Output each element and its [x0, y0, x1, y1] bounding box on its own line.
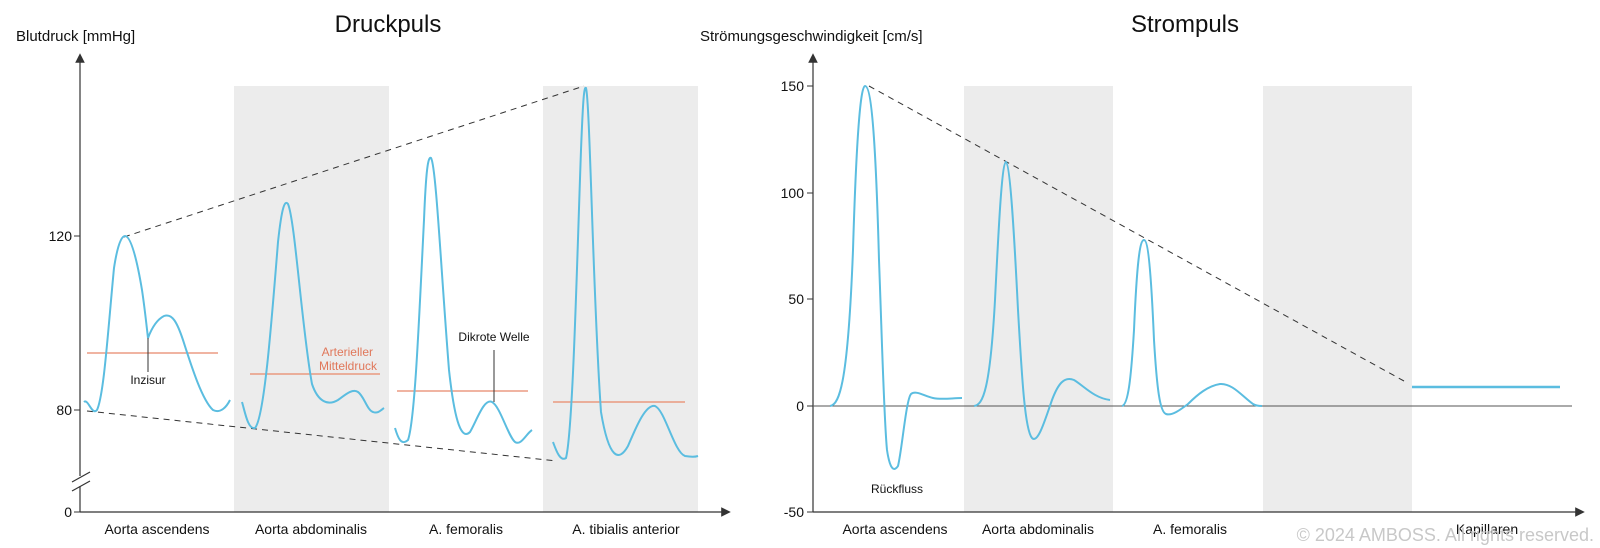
druckpuls-title: Druckpuls [335, 11, 442, 38]
pressure-wave-femoralis [394, 156, 533, 444]
left-category-tibialis-anterior: A. tibialis anterior [572, 521, 680, 537]
strompuls-title: Strompuls [1131, 11, 1239, 38]
band-aorta-abdominalis [234, 86, 389, 512]
left-category-aorta-abdominalis: Aorta abdominalis [255, 521, 367, 537]
tick-label-80: 80 [56, 402, 72, 418]
druckpuls-panel: Druckpuls Blutdruck [mmHg] 120 80 0 Inzi… [16, 11, 731, 537]
tick-label-0-right: 0 [796, 398, 804, 414]
stroemung-axis-title: Strömungsgeschwindigkeit [cm/s] [700, 28, 923, 45]
tick-label-50: 50 [788, 291, 804, 307]
left-category-aorta-ascendens: Aorta ascendens [104, 521, 209, 537]
right-category-aorta-abdominalis: Aorta abdominalis [982, 521, 1094, 537]
pressure-wave-aorta-ascendens [83, 234, 231, 413]
mitteldruck-label-line1: Arterieller [322, 345, 373, 359]
rueckfluss-label: Rückfluss [871, 482, 923, 496]
right-category-kapillaren: Kapillaren [1456, 521, 1518, 537]
dikrote-welle-label: Dikrote Welle [458, 330, 529, 344]
axis-break-mark-2 [71, 480, 91, 492]
flow-wave-femoralis [1121, 238, 1263, 416]
left-category-femoralis: A. femoralis [429, 521, 503, 537]
mitteldruck-label-line2: Mitteldruck [319, 359, 378, 373]
systolic-envelope-line [123, 85, 585, 238]
band-aorta-abdominalis-right [964, 86, 1113, 512]
copyright-notice: © 2024 AMBOSS. All rights reserved. [1297, 525, 1594, 545]
right-category-femoralis: A. femoralis [1153, 521, 1227, 537]
axis-break-mark-1 [71, 471, 91, 483]
tick-label-minus50: -50 [784, 504, 804, 520]
band-tibialis-anterior [543, 86, 698, 512]
strompuls-panel: Strompuls Strömungsgeschwindigkeit [cm/s… [700, 11, 1585, 537]
inzisur-label: Inzisur [130, 373, 165, 387]
flow-wave-aorta-ascendens [829, 84, 963, 470]
tick-label-150: 150 [781, 78, 805, 94]
pressure-wave-aorta-abdominalis [241, 201, 385, 430]
blutdruck-axis-title: Blutdruck [mmHg] [16, 28, 135, 45]
tick-label-120: 120 [49, 228, 73, 244]
tick-label-0: 0 [64, 504, 72, 520]
diastolic-envelope-line [86, 410, 558, 462]
flow-peak-envelope-line [868, 85, 1405, 382]
tick-label-100: 100 [781, 185, 805, 201]
flow-wave-aorta-abdominalis [973, 160, 1111, 440]
band-empty-right [1263, 86, 1412, 512]
right-category-aorta-ascendens: Aorta ascendens [842, 521, 947, 537]
pressure-wave-tibialis-anterior [552, 86, 699, 460]
